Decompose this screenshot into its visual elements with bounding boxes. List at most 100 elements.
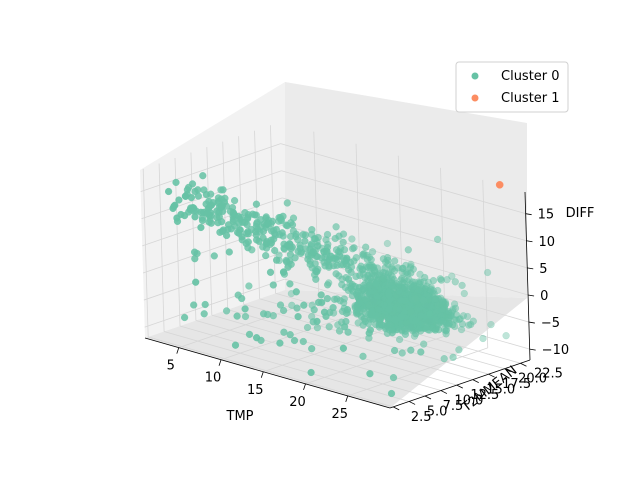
point-cluster-0 xyxy=(427,286,435,294)
point-cluster-0 xyxy=(181,212,189,220)
x-tick-mark xyxy=(345,395,349,403)
y-tick-mark xyxy=(440,390,448,394)
point-cluster-0 xyxy=(350,257,358,265)
point-cluster-0 xyxy=(324,240,332,248)
point-cluster-0 xyxy=(231,197,239,205)
point-cluster-0 xyxy=(241,312,250,321)
point-cluster-0 xyxy=(460,289,468,298)
point-cluster-0 xyxy=(335,232,343,240)
z-tick-mark xyxy=(527,267,534,270)
point-cluster-0 xyxy=(440,355,448,363)
z-tick-mark xyxy=(525,213,532,216)
legend-label-cluster-1: Cluster 1 xyxy=(501,91,560,106)
point-cluster-0 xyxy=(266,268,275,276)
point-cluster-0 xyxy=(370,287,378,296)
point-cluster-0 xyxy=(325,279,333,287)
point-cluster-0 xyxy=(407,260,415,268)
point-cluster-0 xyxy=(200,310,208,318)
grid-line-back-z xyxy=(280,143,526,215)
point-cluster-0 xyxy=(262,252,270,260)
z-tick-mark xyxy=(527,294,535,297)
point-cluster-0 xyxy=(223,307,231,315)
point-cluster-0 xyxy=(276,339,284,347)
y-tick-mark xyxy=(408,401,416,405)
point-cluster-0 xyxy=(182,192,190,200)
grid-line-floor-x xyxy=(263,323,404,373)
point-cluster-0 xyxy=(455,346,463,354)
point-cluster-0 xyxy=(205,218,213,226)
grid-line-floor-x xyxy=(347,347,488,397)
point-cluster-0 xyxy=(366,370,374,378)
point-cluster-0 xyxy=(280,268,288,276)
point-cluster-0 xyxy=(407,346,415,354)
point-cluster-0 xyxy=(322,312,330,320)
grid-line-back-z xyxy=(282,197,528,269)
z-tick-mark xyxy=(528,321,535,324)
point-cluster-0 xyxy=(201,300,209,309)
grid-line-left-y xyxy=(174,157,181,327)
point-cluster-0 xyxy=(317,291,325,299)
point-cluster-0 xyxy=(389,374,398,382)
z-tick-label: 10 xyxy=(538,235,555,250)
point-cluster-0 xyxy=(340,295,348,303)
point-cluster-0 xyxy=(233,312,241,320)
point-cluster-0 xyxy=(315,298,323,307)
point-cluster-0 xyxy=(365,282,374,290)
point-cluster-0 xyxy=(257,336,265,345)
point-cluster-0 xyxy=(365,329,373,337)
point-cluster-0 xyxy=(333,295,341,303)
grid-line-floor-y xyxy=(163,331,410,402)
point-cluster-0 xyxy=(387,389,396,398)
y-tick-label: 12.5 xyxy=(470,388,499,403)
point-cluster-0 xyxy=(241,305,249,313)
point-cluster-0 xyxy=(376,299,384,308)
point-cluster-0 xyxy=(299,337,307,346)
point-cluster-0 xyxy=(350,244,358,252)
point-cluster-0 xyxy=(245,330,254,339)
point-cluster-0 xyxy=(214,194,223,202)
point-cluster-0 xyxy=(410,332,419,340)
point-cluster-0 xyxy=(448,272,456,280)
point-cluster-0 xyxy=(338,307,347,316)
grid-line-left-y xyxy=(142,168,149,337)
point-cluster-0 xyxy=(344,328,352,336)
point-cluster-0 xyxy=(283,222,291,230)
point-cluster-0 xyxy=(323,295,332,303)
point-cluster-0 xyxy=(242,239,250,248)
point-cluster-0 xyxy=(361,296,369,304)
point-cluster-0 xyxy=(407,308,415,316)
point-cluster-0 xyxy=(381,264,389,272)
point-cluster-0 xyxy=(313,324,322,332)
point-cluster-0 xyxy=(353,307,361,315)
point-cluster-0 xyxy=(259,243,267,251)
point-cluster-0 xyxy=(463,312,472,321)
point-cluster-0 xyxy=(423,323,431,331)
point-cluster-0 xyxy=(339,344,348,352)
point-cluster-0 xyxy=(269,281,277,289)
point-cluster-0 xyxy=(417,348,425,356)
point-cluster-0 xyxy=(347,263,356,271)
point-cluster-0 xyxy=(266,240,274,249)
y-tick-mark xyxy=(456,384,463,389)
point-cluster-0 xyxy=(388,273,397,281)
point-cluster-0 xyxy=(458,281,466,290)
point-cluster-0 xyxy=(409,283,417,292)
z-tick-label: −5 xyxy=(541,316,560,331)
point-cluster-0 xyxy=(275,251,283,259)
y-tick-label: 17.5 xyxy=(502,377,531,392)
y-tick-mark xyxy=(393,406,400,411)
point-cluster-0 xyxy=(348,235,356,243)
point-cluster-0 xyxy=(332,246,341,254)
point-cluster-0 xyxy=(412,316,420,325)
point-cluster-0 xyxy=(191,248,199,256)
point-cluster-0 xyxy=(293,304,301,312)
axis-box-edges xyxy=(144,191,531,409)
grid-line-floor-y xyxy=(148,336,394,408)
point-cluster-0 xyxy=(219,226,227,234)
point-cluster-1 xyxy=(495,180,504,189)
point-cluster-0 xyxy=(427,283,435,291)
x-tick-mark xyxy=(303,383,306,390)
x-tick-mark xyxy=(260,371,264,378)
legend-box xyxy=(455,61,569,113)
grid-line-left-y xyxy=(270,125,276,294)
